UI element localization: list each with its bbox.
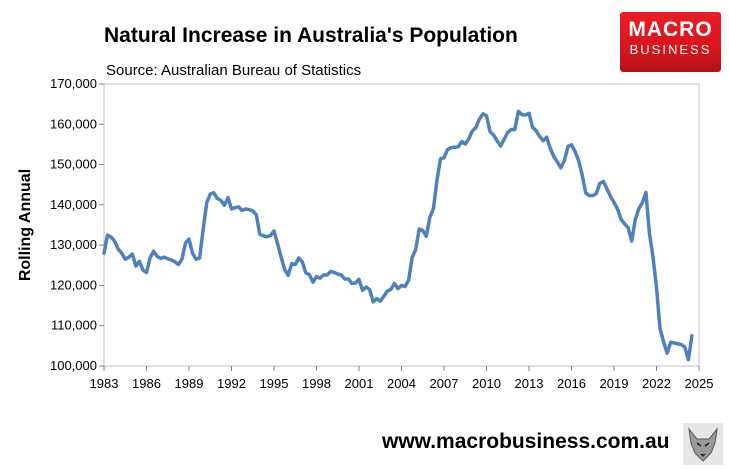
x-tick-label: 2007 — [430, 376, 459, 391]
x-tick-label: 2025 — [685, 376, 714, 391]
x-tick-label: 1986 — [132, 376, 161, 391]
x-tick-label: 2010 — [472, 376, 501, 391]
y-tick-label: 110,000 — [51, 318, 97, 333]
plot-area — [103, 83, 700, 367]
logo-text-business: BUSINESS — [629, 42, 712, 57]
x-tick-label: 2019 — [600, 376, 629, 391]
x-tick-label: 2022 — [642, 376, 671, 391]
x-tick-label: 1998 — [302, 376, 331, 391]
fox-icon — [683, 423, 723, 465]
website-url[interactable]: www.macrobusiness.com.au — [382, 430, 670, 453]
x-axis: 1983 1986 1989 1992 1995 1998 2001 2004 2007 2010… — [90, 366, 714, 391]
series-layer — [102, 109, 694, 362]
x-tick-label: 1989 — [175, 376, 204, 391]
x-tick-label: 2001 — [345, 376, 374, 391]
y-tick-label: 150,000 — [50, 157, 97, 172]
x-tick-label: 2004 — [387, 376, 416, 391]
x-tick-label: 2016 — [557, 376, 586, 391]
series-line — [102, 109, 694, 362]
y-tick-label: 120,000 — [50, 277, 97, 292]
y-axis: 100,000 110,000 120,000 130,000 140,000 150,0… — [50, 76, 104, 373]
x-tick-label: 1992 — [217, 376, 246, 391]
y-tick-label: 170,000 — [50, 76, 97, 91]
y-tick-label: 100,000 — [50, 358, 97, 373]
source-note: Source: Australian Bureau of Statistics — [106, 62, 362, 79]
x-tick-label: 1995 — [260, 376, 289, 391]
y-tick-label: 160,000 — [50, 116, 97, 131]
y-tick-label: 140,000 — [50, 197, 97, 212]
y-tick-label: 130,000 — [50, 237, 97, 252]
x-tick-label: 2013 — [515, 376, 544, 391]
x-tick-label: 1983 — [90, 376, 119, 391]
chart-title: Natural Increase in Australia's Populati… — [104, 24, 518, 47]
macrobusiness-logo[interactable]: MACRO BUSINESS — [620, 12, 721, 72]
logo-text-macro: MACRO — [628, 18, 713, 41]
y-axis-label: Rolling Annual — [17, 169, 34, 281]
